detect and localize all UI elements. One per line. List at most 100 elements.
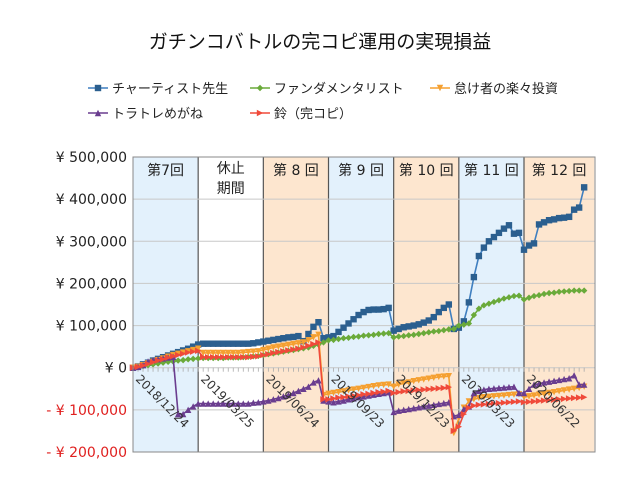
- data-point: [520, 389, 528, 397]
- data-point: [265, 351, 272, 358]
- data-point: [295, 345, 302, 352]
- data-point: [345, 320, 352, 327]
- data-point: [370, 391, 377, 398]
- data-point: [490, 400, 498, 407]
- data-point: [225, 349, 232, 357]
- data-point: [305, 330, 312, 338]
- data-point: [395, 325, 402, 333]
- data-point: [255, 399, 262, 406]
- data-point: [174, 351, 182, 359]
- data-point: [355, 311, 362, 319]
- data-point: [270, 396, 277, 403]
- data-point: [210, 340, 217, 347]
- data-point: [204, 353, 212, 361]
- data-point: [445, 372, 453, 380]
- data-point: [445, 383, 453, 391]
- data-point: [265, 337, 272, 344]
- legend-label: 鈴（完コピ）: [274, 107, 352, 122]
- data-point: [300, 339, 307, 346]
- data-point: [420, 403, 427, 410]
- data-point: [350, 392, 357, 399]
- y-tick-label: ¥ 100,000: [56, 319, 127, 335]
- data-point: [400, 324, 407, 331]
- data-point: [510, 398, 518, 406]
- data-point: [360, 308, 367, 316]
- data-point: [230, 349, 237, 357]
- data-point: [580, 184, 588, 191]
- data-point: [330, 399, 337, 406]
- data-point: [194, 355, 202, 362]
- data-point: [415, 321, 422, 328]
- data-point: [204, 400, 212, 407]
- data-point: [250, 340, 257, 347]
- data-point: [520, 399, 528, 406]
- data-point: [300, 385, 307, 392]
- data-point: [445, 326, 453, 333]
- data-point: [505, 222, 513, 229]
- data-point: [420, 329, 427, 337]
- data-point: [505, 294, 513, 301]
- data-point: [490, 233, 498, 241]
- data-point: [355, 385, 362, 392]
- data-point: [325, 390, 332, 398]
- data-point: [425, 386, 432, 393]
- series-4: [129, 339, 588, 435]
- y-tick-label: ¥ 200,000: [56, 276, 127, 292]
- data-point: [380, 305, 387, 313]
- data-point: [445, 301, 453, 308]
- data-point: [184, 406, 192, 414]
- data-point: [310, 334, 317, 341]
- data-point: [179, 410, 187, 418]
- data-point: [220, 353, 227, 361]
- data-point: [435, 385, 442, 392]
- data-point: [500, 399, 508, 406]
- data-point: [260, 346, 267, 354]
- data-point: [470, 402, 478, 409]
- data-point: [505, 383, 513, 391]
- data-point: [430, 374, 437, 382]
- data-point: [290, 333, 297, 341]
- period-label: 第 9 回: [338, 162, 384, 179]
- data-point: [550, 216, 558, 223]
- data-point: [410, 322, 417, 329]
- data-point: [240, 349, 247, 356]
- data-point: [510, 292, 518, 300]
- data-point: [285, 334, 292, 341]
- y-tick-label: ¥ 400,000: [56, 192, 127, 208]
- data-point: [450, 325, 458, 333]
- data-point: [415, 377, 422, 384]
- data-point: [545, 289, 553, 297]
- data-point: [365, 332, 372, 339]
- data-point: [555, 396, 563, 403]
- data-point: [375, 382, 382, 389]
- y-tick-label: - ¥ 100,000: [46, 403, 127, 419]
- data-point: [375, 390, 382, 398]
- data-point: [280, 342, 287, 349]
- data-point: [420, 319, 427, 326]
- legend-item: 鈴（完コピ）: [250, 107, 352, 122]
- data-point: [174, 357, 182, 364]
- data-point: [460, 321, 468, 328]
- data-point: [320, 339, 327, 346]
- legend-label: チャーティスト先生: [112, 82, 228, 97]
- data-point: [500, 384, 508, 391]
- data-point: [390, 327, 397, 334]
- data-point: [415, 404, 422, 411]
- data-point: [575, 394, 583, 401]
- data-point: [275, 394, 282, 402]
- data-point: [410, 378, 417, 385]
- data-point: [465, 404, 473, 411]
- data-point: [189, 348, 197, 355]
- data-point: [370, 306, 377, 313]
- data-point: [390, 383, 397, 390]
- data-point: [455, 411, 463, 419]
- data-point: [575, 204, 583, 211]
- data-point: [565, 213, 573, 221]
- data-point: [230, 400, 237, 407]
- data-point: [320, 396, 327, 403]
- data-point: [490, 393, 498, 400]
- data-point: [345, 387, 352, 394]
- period-label: 第 12 回: [532, 162, 587, 179]
- data-point: [510, 230, 518, 237]
